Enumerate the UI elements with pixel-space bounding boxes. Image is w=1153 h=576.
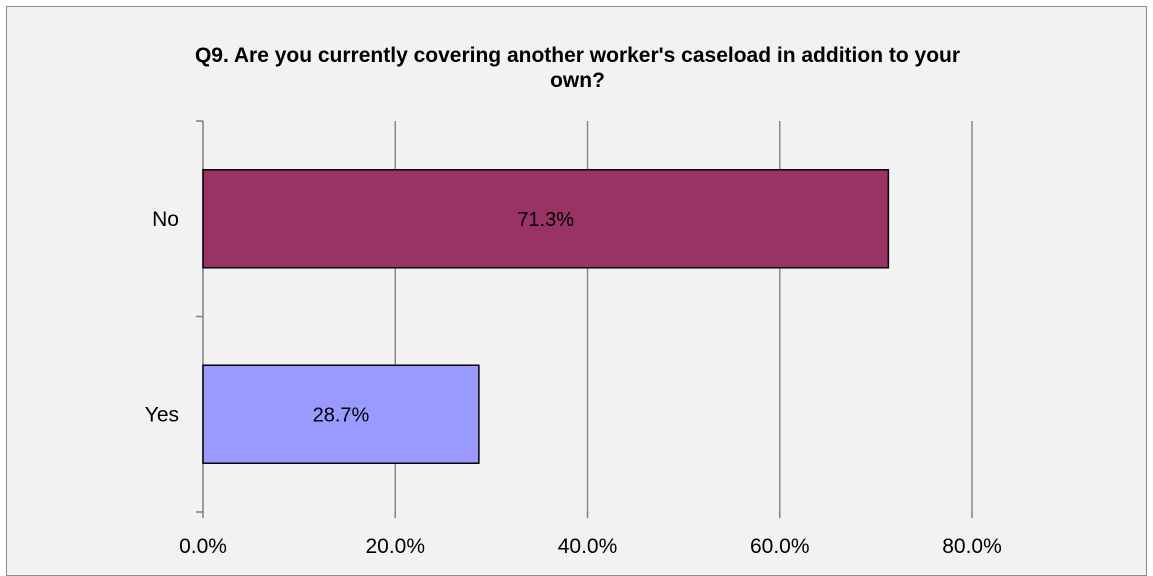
chart-title: Q9. Are you currently covering another w… — [7, 43, 1148, 93]
bar-chart: 0.0% 20.0% 40.0% 60.0% 80.0% No 71.3% Yes 28.7% — [145, 120, 1002, 558]
x-tick-label-2: 40.0% — [558, 535, 618, 558]
data-label-yes: 28.7% — [313, 404, 370, 426]
data-label-no: 71.3% — [517, 209, 574, 231]
x-tick-label-4: 80.0% — [942, 535, 1002, 558]
chart-title-line-2: own? — [550, 69, 605, 92]
x-tick-label-1: 20.0% — [365, 535, 425, 558]
category-label-yes: Yes — [145, 403, 179, 426]
bar-yes — [202, 364, 480, 464]
chart-frame: Q9. Are you currently covering another w… — [6, 6, 1147, 576]
x-tick-label-0: 0.0% — [179, 535, 227, 558]
category-label-no: No — [152, 208, 179, 231]
x-tick-label-3: 60.0% — [750, 535, 810, 558]
bar-no — [202, 169, 890, 269]
chart-title-line-1: Q9. Are you currently covering another w… — [194, 44, 961, 67]
